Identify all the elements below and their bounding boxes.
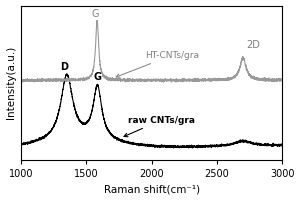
X-axis label: Raman shift(cm⁻¹): Raman shift(cm⁻¹) bbox=[103, 184, 200, 194]
Text: raw CNTs/gra: raw CNTs/gra bbox=[124, 116, 195, 137]
Text: 2D: 2D bbox=[247, 40, 260, 50]
Text: D: D bbox=[60, 62, 68, 72]
Text: G: G bbox=[91, 9, 99, 19]
Text: HT-CNTs/gra: HT-CNTs/gra bbox=[116, 51, 199, 77]
Y-axis label: Intensity(a.u.): Intensity(a.u.) bbox=[6, 46, 16, 119]
Text: G: G bbox=[93, 72, 101, 82]
